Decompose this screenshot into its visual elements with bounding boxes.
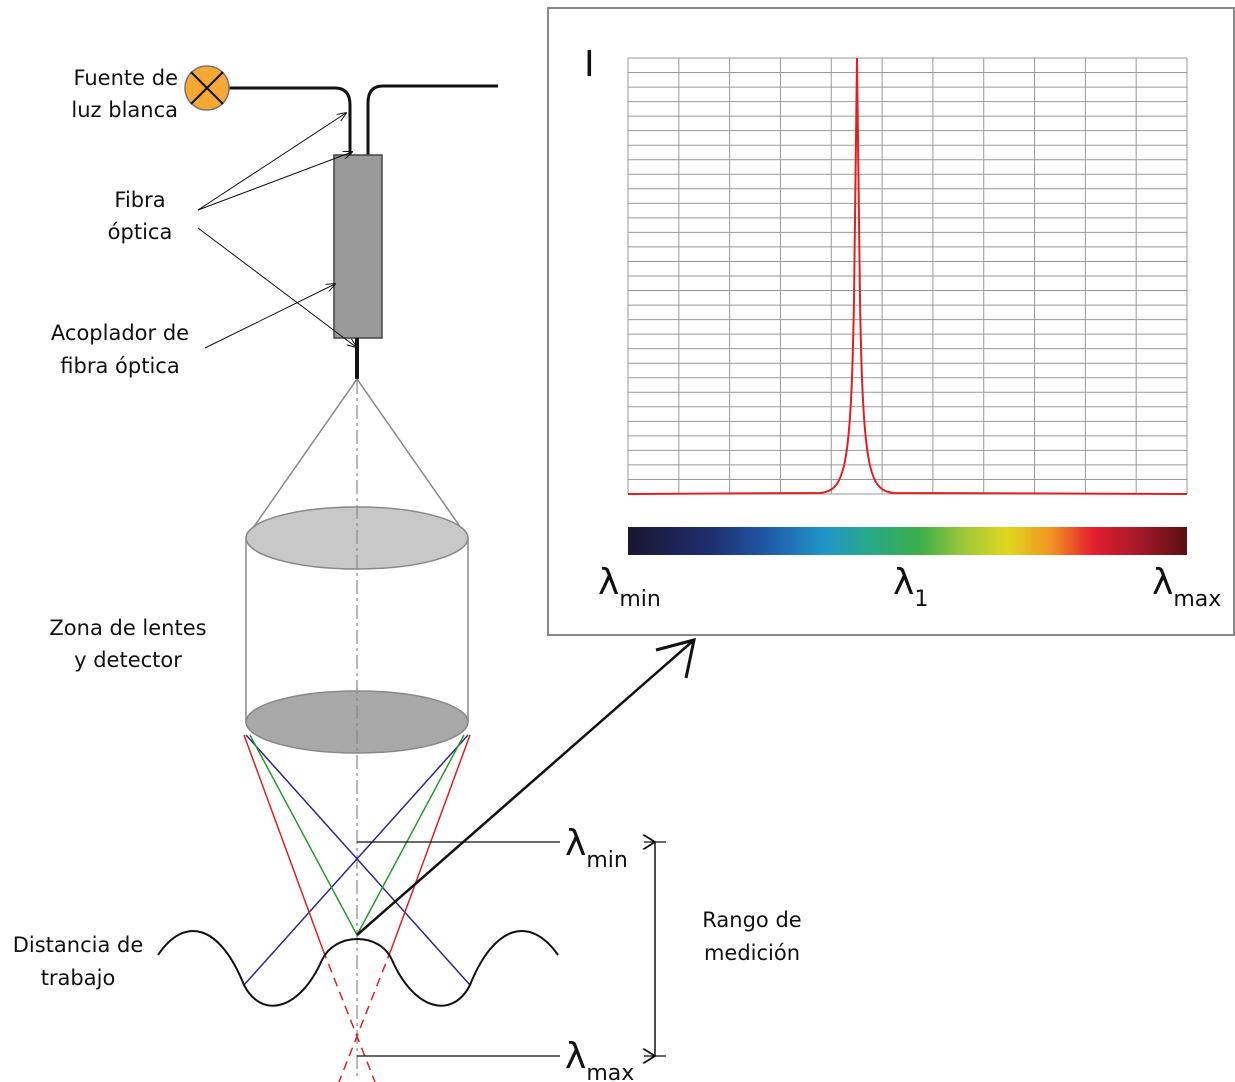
subscript: min <box>619 587 661 612</box>
symbol: λ <box>565 1036 586 1077</box>
fiber-in <box>229 86 352 155</box>
spectrum-lambda-min: λmin <box>598 562 661 612</box>
pointer <box>197 227 356 347</box>
spectrum-peak <box>627 57 1188 495</box>
label: luz blanca <box>71 98 178 122</box>
label: Fibra <box>114 188 165 212</box>
coupler <box>333 154 383 339</box>
zoom-arrow-head <box>655 637 696 679</box>
label: Rango de <box>702 908 801 932</box>
pointer <box>204 284 335 349</box>
surface <box>157 930 559 1007</box>
pointer <box>197 152 352 211</box>
blue-rays <box>243 734 471 986</box>
lambda-max: λmax <box>565 1036 634 1082</box>
symbol: λ <box>565 823 586 864</box>
color-bar <box>628 527 1187 555</box>
symbol: λ <box>1152 562 1173 603</box>
label: medición <box>704 941 800 965</box>
green-rays <box>249 734 465 936</box>
label: Zona de lentes <box>49 616 206 640</box>
subscript: max <box>586 1061 634 1082</box>
label: Acoplador de <box>51 321 189 345</box>
light-source-cross <box>190 71 224 105</box>
cone <box>245 378 469 539</box>
subscript: max <box>1173 587 1221 612</box>
subscript: 1 <box>914 587 928 612</box>
pointer <box>197 113 346 211</box>
spectrum-lambda-1: λ1 <box>893 562 928 612</box>
lambda-min: λmin <box>565 823 628 873</box>
spectrum-lambda-max: λmax <box>1152 562 1221 612</box>
symbol: λ <box>598 562 619 603</box>
zoom-arrow <box>356 639 695 936</box>
red-rays-dashed <box>322 949 392 1082</box>
subscript: min <box>586 848 628 873</box>
fiber-out <box>366 84 498 155</box>
label: fibra óptica <box>60 354 179 378</box>
label: óptica <box>108 220 173 244</box>
label: trabajo <box>41 966 116 990</box>
label: Fuente de <box>73 66 178 90</box>
label: y detector <box>74 648 182 672</box>
intensity-label: I <box>584 44 595 85</box>
symbol: λ <box>893 562 914 603</box>
label: Distancia de <box>13 933 144 957</box>
